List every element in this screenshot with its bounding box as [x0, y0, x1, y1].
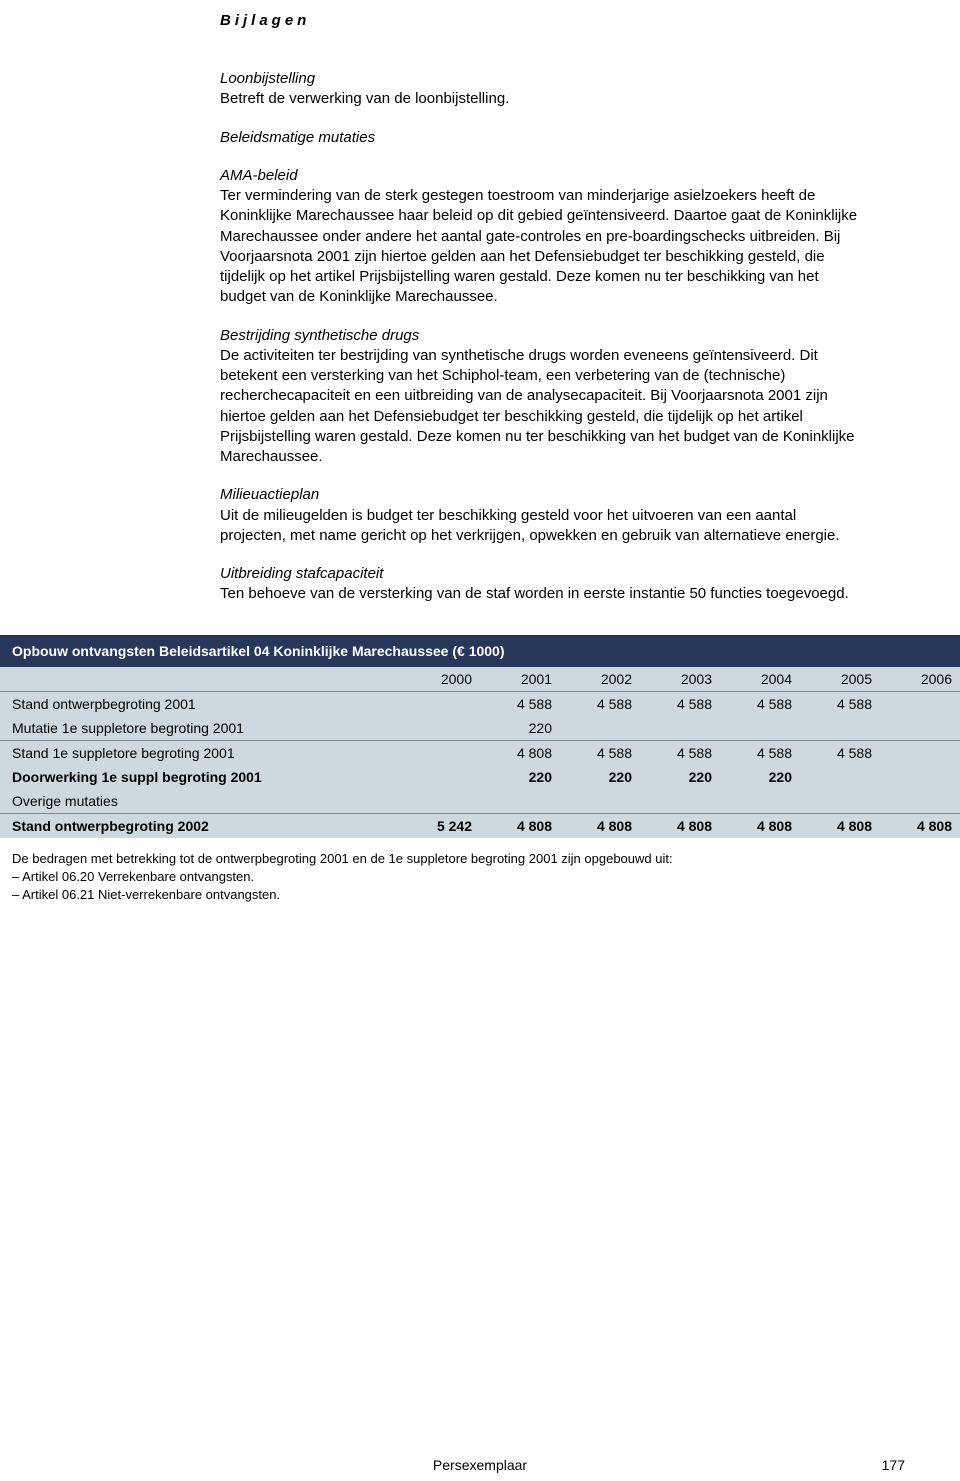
row-value: [400, 741, 480, 765]
footnote-intro: De bedragen met betrekking tot de ontwer…: [12, 850, 960, 868]
row-value: 4 588: [720, 691, 800, 716]
row-value: 4 808: [800, 814, 880, 838]
section-title-staf: Uitbreiding stafcapaciteit: [220, 565, 383, 582]
budget-table: 2000 2001 2002 2003 2004 2005 2006 Stand…: [0, 667, 960, 838]
table-row: Stand ontwerpbegroting 20014 5884 5884 5…: [0, 691, 960, 716]
row-value: [560, 716, 640, 741]
row-value: [880, 741, 960, 765]
main-content: Loonbijstelling Betreft de verwerking va…: [220, 69, 860, 605]
row-value: 220: [720, 765, 800, 789]
section-title-loon: Loonbijstelling: [220, 69, 860, 89]
row-value: 220: [640, 765, 720, 789]
footer-center: Persexemplaar: [0, 1457, 960, 1473]
row-value: 5 242: [400, 814, 480, 838]
row-label: Overige mutaties: [0, 789, 400, 814]
section-body-ama: Ter vermindering van de sterk gestegen t…: [220, 186, 860, 308]
year-col: 2000: [400, 667, 480, 692]
row-value: [800, 716, 880, 741]
row-value: [640, 716, 720, 741]
row-value: 4 808: [560, 814, 640, 838]
row-value: [880, 691, 960, 716]
year-col: 2001: [480, 667, 560, 692]
year-col: 2005: [800, 667, 880, 692]
year-col: 2004: [720, 667, 800, 692]
row-value: 4 588: [800, 741, 880, 765]
row-value: 4 588: [800, 691, 880, 716]
section-body-staf: Ten behoeve van de versterking van de st…: [220, 585, 849, 602]
row-value: 4 588: [640, 691, 720, 716]
row-label: Mutatie 1e suppletore begroting 2001: [0, 716, 400, 741]
row-value: [480, 789, 560, 814]
row-value: [640, 789, 720, 814]
budget-table-section: Opbouw ontvangsten Beleidsartikel 04 Kon…: [0, 635, 960, 905]
section-title-milieu: Milieuactieplan: [220, 486, 319, 503]
row-value: 220: [480, 716, 560, 741]
row-label: Doorwerking 1e suppl begroting 2001: [0, 765, 400, 789]
row-label: Stand ontwerpbegroting 2002: [0, 814, 400, 838]
table-row: Mutatie 1e suppletore begroting 2001 220: [0, 716, 960, 741]
year-col: 2002: [560, 667, 640, 692]
year-col: 2003: [640, 667, 720, 692]
row-value: 4 808: [480, 741, 560, 765]
row-value: 4 808: [720, 814, 800, 838]
row-value: 4 808: [480, 814, 560, 838]
table-title: Opbouw ontvangsten Beleidsartikel 04 Kon…: [0, 635, 960, 667]
table-row: Stand 1e suppletore begroting 20014 8084…: [0, 741, 960, 765]
section-body-loon: Betreft de verwerking van de loonbijstel…: [220, 89, 860, 109]
row-label: Stand ontwerpbegroting 2001: [0, 691, 400, 716]
row-value: [800, 789, 880, 814]
row-value: 4 808: [880, 814, 960, 838]
row-value: [400, 716, 480, 741]
row-value: [720, 716, 800, 741]
row-value: 4 588: [720, 741, 800, 765]
row-value: [720, 789, 800, 814]
row-value: 4 588: [640, 741, 720, 765]
section-body-drugs: De activiteiten ter bestrijding van synt…: [220, 347, 855, 465]
row-value: [880, 789, 960, 814]
section-body-milieu: Uit de milieugelden is budget ter beschi…: [220, 507, 840, 544]
row-value: 4 588: [560, 741, 640, 765]
section-title-beleid: Beleidsmatige mutaties: [220, 128, 860, 148]
row-value: 4 808: [640, 814, 720, 838]
section-title-drugs: Bestrijding synthetische drugs: [220, 327, 419, 344]
row-value: [800, 765, 880, 789]
section-title-ama: AMA-beleid: [220, 166, 860, 186]
row-value: [560, 789, 640, 814]
row-label: Stand 1e suppletore begroting 2001: [0, 741, 400, 765]
row-value: [880, 716, 960, 741]
row-value: [400, 789, 480, 814]
page-header: Bijlagen: [220, 12, 920, 29]
row-value: 4 588: [560, 691, 640, 716]
row-value: [880, 765, 960, 789]
row-value: 4 588: [480, 691, 560, 716]
footnote-item: – Artikel 06.21 Niet-verrekenbare ontvan…: [12, 886, 960, 904]
footer-page-number: 177: [882, 1457, 905, 1473]
year-col: 2006: [880, 667, 960, 692]
row-value: [400, 691, 480, 716]
footnote-block: De bedragen met betrekking tot de ontwer…: [0, 850, 960, 905]
table-row: Stand ontwerpbegroting 20025 2424 8084 8…: [0, 814, 960, 838]
table-row: Overige mutaties: [0, 789, 960, 814]
row-value: 220: [560, 765, 640, 789]
table-header-row: 2000 2001 2002 2003 2004 2005 2006: [0, 667, 960, 692]
row-value: [400, 765, 480, 789]
row-value: 220: [480, 765, 560, 789]
table-row: Doorwerking 1e suppl begroting 200122022…: [0, 765, 960, 789]
footnote-item: – Artikel 06.20 Verrekenbare ontvangsten…: [12, 868, 960, 886]
